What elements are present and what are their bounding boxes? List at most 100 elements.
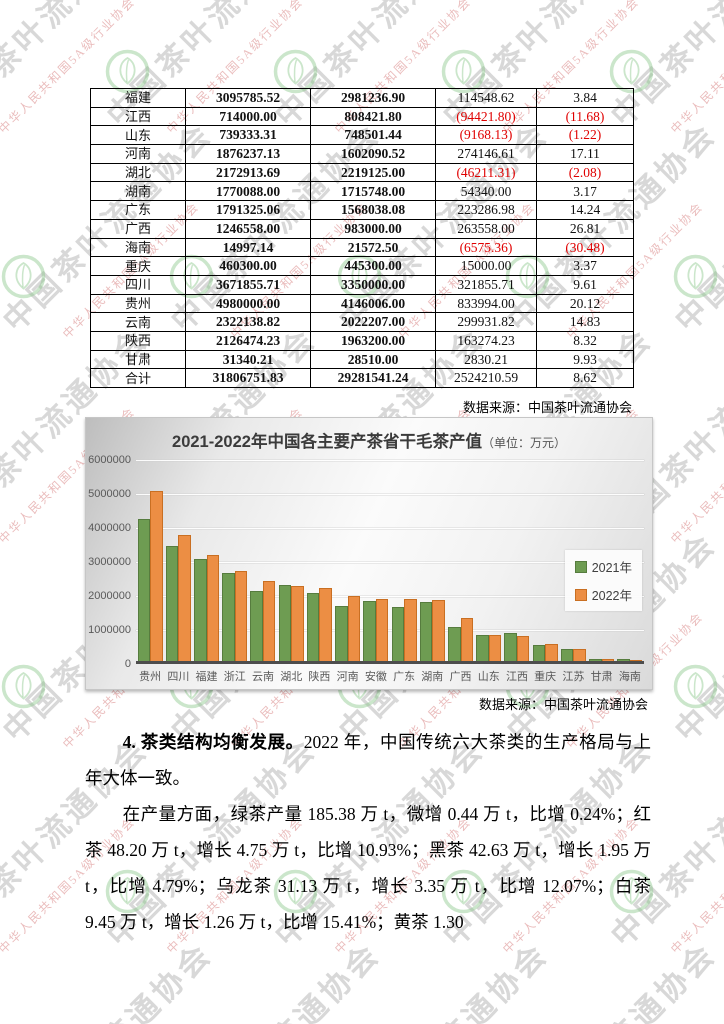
x-axis-label: 湖北: [280, 671, 303, 683]
legend-label: 2021年: [591, 561, 632, 575]
bar-2022年-贵州: [150, 490, 163, 661]
table-cell: 江西: [90, 106, 186, 127]
bar-2022年-甘肃: [601, 658, 615, 661]
bar-2022年-云南: [262, 581, 276, 661]
table-cell: 3.17: [536, 181, 634, 202]
gridline: [136, 596, 644, 597]
bar-2021年-江苏: [560, 648, 574, 661]
table-cell: 3.37: [536, 256, 634, 276]
table-cell: 29281541.24: [310, 368, 436, 388]
bar-2022年-河南: [347, 596, 361, 661]
table-cell: 163274.23: [435, 330, 537, 351]
bar-2022年-广东: [404, 599, 417, 661]
body-text: 4. 茶类结构均衡发展。2022 年，中国传统六大茶类的生产格局与上年大体一致。…: [85, 724, 651, 940]
table-row: 海南 14997.14 21572.50 (6575.36) (30.48): [90, 237, 634, 258]
bar-2021年-湖北: [278, 584, 292, 661]
bar-2021年-重庆: [532, 644, 546, 661]
table-cell: 263558.00: [435, 218, 537, 239]
y-axis-tick-label: 2000000: [88, 590, 131, 602]
x-axis-label: 四川: [167, 671, 190, 683]
table-row: 广东 1791325.06 1568038.08 223286.98 14.24: [90, 200, 634, 220]
table-row: 云南 2322138.82 2022207.00 299931.82 14.83: [90, 312, 634, 332]
watermark-sub-text: 中华人民共和国5A级行业协会: [668, 814, 724, 957]
watermark-sub-text: 中华人民共和国5A级行业协会: [563, 973, 724, 1024]
bar-2021年-山东: [476, 634, 489, 661]
paragraph-output-detail: 在产量方面，绿茶产量 185.38 万 t，微增 0.44 万 t，比增 0.2…: [85, 804, 651, 932]
x-axis-label: 河南: [336, 671, 359, 683]
leaf-logo-icon: [1, 254, 46, 299]
table-cell: 山东: [90, 125, 186, 146]
x-axis-label: 广东: [393, 671, 416, 683]
table-cell: 20.12: [536, 293, 634, 314]
x-axis-label: 湖南: [421, 671, 444, 683]
table-cell: 983000.00: [310, 218, 436, 239]
paragraph-tea-structure: 4. 茶类结构均衡发展。2022 年，中国传统六大茶类的生产格局与上年大体一致。: [85, 724, 651, 796]
table-cell: (94421.80): [435, 106, 537, 127]
watermark-sub-text: 中华人民共和国5A级行业协会: [668, 404, 724, 547]
bar-2021年-广东: [391, 606, 405, 661]
table-cell: (1.22): [536, 125, 634, 146]
paragraph-lead: 4. 茶类结构均衡发展。: [122, 732, 304, 752]
leaf-logo-icon: [1, 664, 46, 709]
bar-group: [418, 460, 446, 661]
bar-2021年-河南: [335, 605, 348, 661]
chart-plot-area: 0 1000000 2000000 3000000 4000000 5000000 6000…: [88, 454, 644, 670]
bar-2022年-山东: [488, 634, 502, 661]
bar-group: [305, 460, 333, 661]
bar-2021年-湖南: [419, 601, 433, 661]
table-cell: 四川: [90, 274, 186, 295]
table-cell: 460300.00: [185, 256, 311, 276]
bar-2021年-云南: [250, 591, 263, 661]
table-cell: 739333.31: [185, 125, 311, 146]
chart-bars: [136, 460, 644, 664]
table-cell: 河南: [90, 144, 186, 164]
bar-group: [334, 460, 362, 661]
leaf-logo-icon: [673, 664, 718, 709]
table-cell: 湖北: [90, 162, 186, 183]
table-cell: 28510.00: [310, 349, 436, 370]
table-cell: 21572.50: [310, 237, 436, 258]
table-cell: 31806751.83: [185, 368, 311, 388]
watermark-main-text: 中国茶叶流通协会: [668, 115, 724, 339]
table-cell: (2.08): [536, 162, 634, 183]
gridline: [136, 494, 644, 495]
bar-2022年-陕西: [319, 587, 332, 661]
table-cell: 3095785.52: [185, 88, 311, 108]
table-cell: 1963200.00: [310, 330, 436, 351]
table-cell: 1715748.00: [310, 181, 436, 202]
table-cell: 3671855.71: [185, 274, 311, 295]
table-row: 山东 739333.31 748501.44 (9168.13) (1.22): [90, 125, 634, 146]
chart-source-note: 数据来源：中国茶叶流通协会: [478, 697, 648, 712]
table-cell: 4980000.00: [185, 293, 311, 314]
bar-group: [249, 460, 277, 661]
table-row: 甘肃 31340.21 28510.00 2830.21 9.93: [90, 349, 634, 370]
bar-group: [136, 460, 164, 661]
table-cell: (30.48): [536, 237, 634, 258]
x-axis-label: 福建: [195, 671, 218, 683]
x-axis-label: 安徽: [364, 671, 387, 683]
legend-label: 2022年: [591, 589, 632, 603]
y-axis-tick-label: 1000000: [88, 624, 131, 636]
table-row: 湖北 2172913.69 2219125.00 (46211.31) (2.08): [90, 162, 634, 183]
table-cell: 2322138.82: [185, 312, 311, 332]
x-axis-label: 浙江: [223, 671, 246, 683]
table-cell: 14.83: [536, 312, 634, 332]
table-cell: 1770088.00: [185, 181, 311, 202]
bar-2022年-安徽: [375, 599, 389, 661]
table-cell: 274146.61: [435, 144, 537, 164]
y-axis-tick-label: 6000000: [88, 454, 131, 466]
bar-group: [475, 460, 503, 661]
watermark-main-text: 中国茶叶流通协会: [668, 525, 724, 749]
bar-2021年-福建: [194, 558, 207, 661]
table-body: 福建 3095785.52 2981236.90 114548.62 3.84 江西 714…: [90, 88, 634, 388]
table-cell: (46211.31): [435, 162, 537, 183]
table-cell: 2524210.59: [435, 368, 537, 388]
bar-group: [616, 460, 644, 661]
table-cell: 15000.00: [435, 256, 537, 276]
x-axis-label: 江苏: [562, 671, 585, 683]
